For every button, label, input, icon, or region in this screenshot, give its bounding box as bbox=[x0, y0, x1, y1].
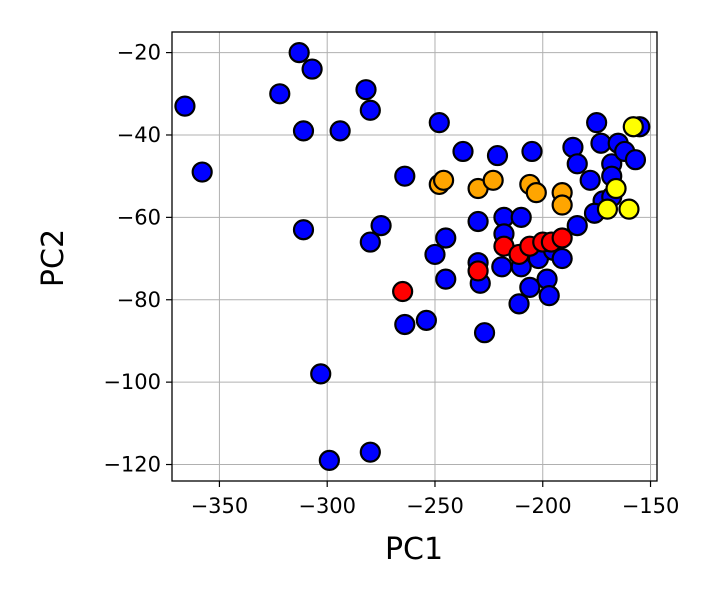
data-point bbox=[310, 363, 332, 385]
data-point bbox=[618, 198, 640, 220]
data-point bbox=[624, 149, 647, 171]
data-point bbox=[538, 285, 560, 307]
data-point bbox=[596, 198, 619, 220]
data-point bbox=[521, 140, 543, 163]
data-point bbox=[370, 215, 392, 237]
data-point bbox=[452, 140, 474, 163]
data-point bbox=[586, 112, 608, 134]
series-2 bbox=[392, 227, 573, 303]
y-tick-label: −100 bbox=[103, 370, 161, 394]
x-axis-label: PC1 bbox=[385, 532, 443, 567]
data-point bbox=[486, 144, 509, 167]
x-tick-label: −200 bbox=[514, 494, 572, 518]
data-point bbox=[288, 41, 310, 64]
series-1 bbox=[428, 169, 573, 216]
axis-ticks: −350 −300 −250 −200 −150 −20 −40 −60 −80 −100 −120 bbox=[103, 41, 679, 518]
data-point bbox=[551, 194, 573, 216]
data-point bbox=[467, 260, 489, 282]
data-point bbox=[329, 120, 351, 142]
scatter-points bbox=[174, 41, 651, 472]
data-point bbox=[566, 153, 588, 175]
grid-lines bbox=[172, 32, 657, 481]
y-tick-label: −120 bbox=[103, 453, 161, 477]
y-tick-label: −20 bbox=[117, 41, 161, 65]
data-point bbox=[482, 169, 504, 191]
data-point bbox=[394, 313, 416, 336]
data-point bbox=[359, 231, 381, 253]
data-point bbox=[359, 441, 381, 463]
data-point bbox=[435, 227, 457, 249]
data-point bbox=[579, 169, 601, 191]
data-point bbox=[174, 95, 196, 117]
data-point bbox=[355, 79, 377, 101]
data-point bbox=[622, 116, 644, 138]
data-point bbox=[392, 280, 414, 303]
x-tick-label: −150 bbox=[622, 494, 680, 518]
data-point bbox=[292, 219, 315, 241]
data-point bbox=[491, 256, 513, 278]
y-tick-label: −60 bbox=[117, 205, 161, 229]
data-point bbox=[605, 177, 627, 200]
data-point bbox=[269, 83, 291, 105]
data-point bbox=[359, 99, 381, 121]
x-tick-label: −350 bbox=[191, 494, 249, 518]
data-point bbox=[301, 58, 323, 80]
data-point bbox=[433, 169, 455, 191]
data-point bbox=[510, 206, 532, 228]
x-tick-label: −250 bbox=[406, 494, 464, 518]
data-point bbox=[424, 243, 446, 266]
data-point bbox=[467, 210, 489, 233]
data-point bbox=[428, 112, 450, 134]
data-point bbox=[292, 120, 315, 142]
data-point bbox=[519, 276, 541, 298]
y-tick-label: −40 bbox=[117, 123, 161, 147]
data-point bbox=[551, 247, 573, 270]
series-0 bbox=[174, 41, 651, 472]
series-3 bbox=[596, 116, 644, 220]
data-point bbox=[473, 322, 496, 344]
data-point bbox=[508, 293, 530, 315]
data-point bbox=[566, 215, 588, 237]
data-point bbox=[525, 182, 547, 204]
plot-frame bbox=[171, 31, 658, 482]
data-point bbox=[415, 309, 437, 331]
y-tick-label: −80 bbox=[117, 288, 161, 312]
y-axis-label: PC2 bbox=[36, 229, 71, 287]
data-point bbox=[435, 268, 457, 290]
data-point bbox=[394, 165, 416, 187]
x-tick-label: −300 bbox=[298, 494, 356, 518]
data-point bbox=[318, 449, 340, 472]
data-point bbox=[191, 161, 213, 183]
data-point bbox=[551, 227, 573, 249]
